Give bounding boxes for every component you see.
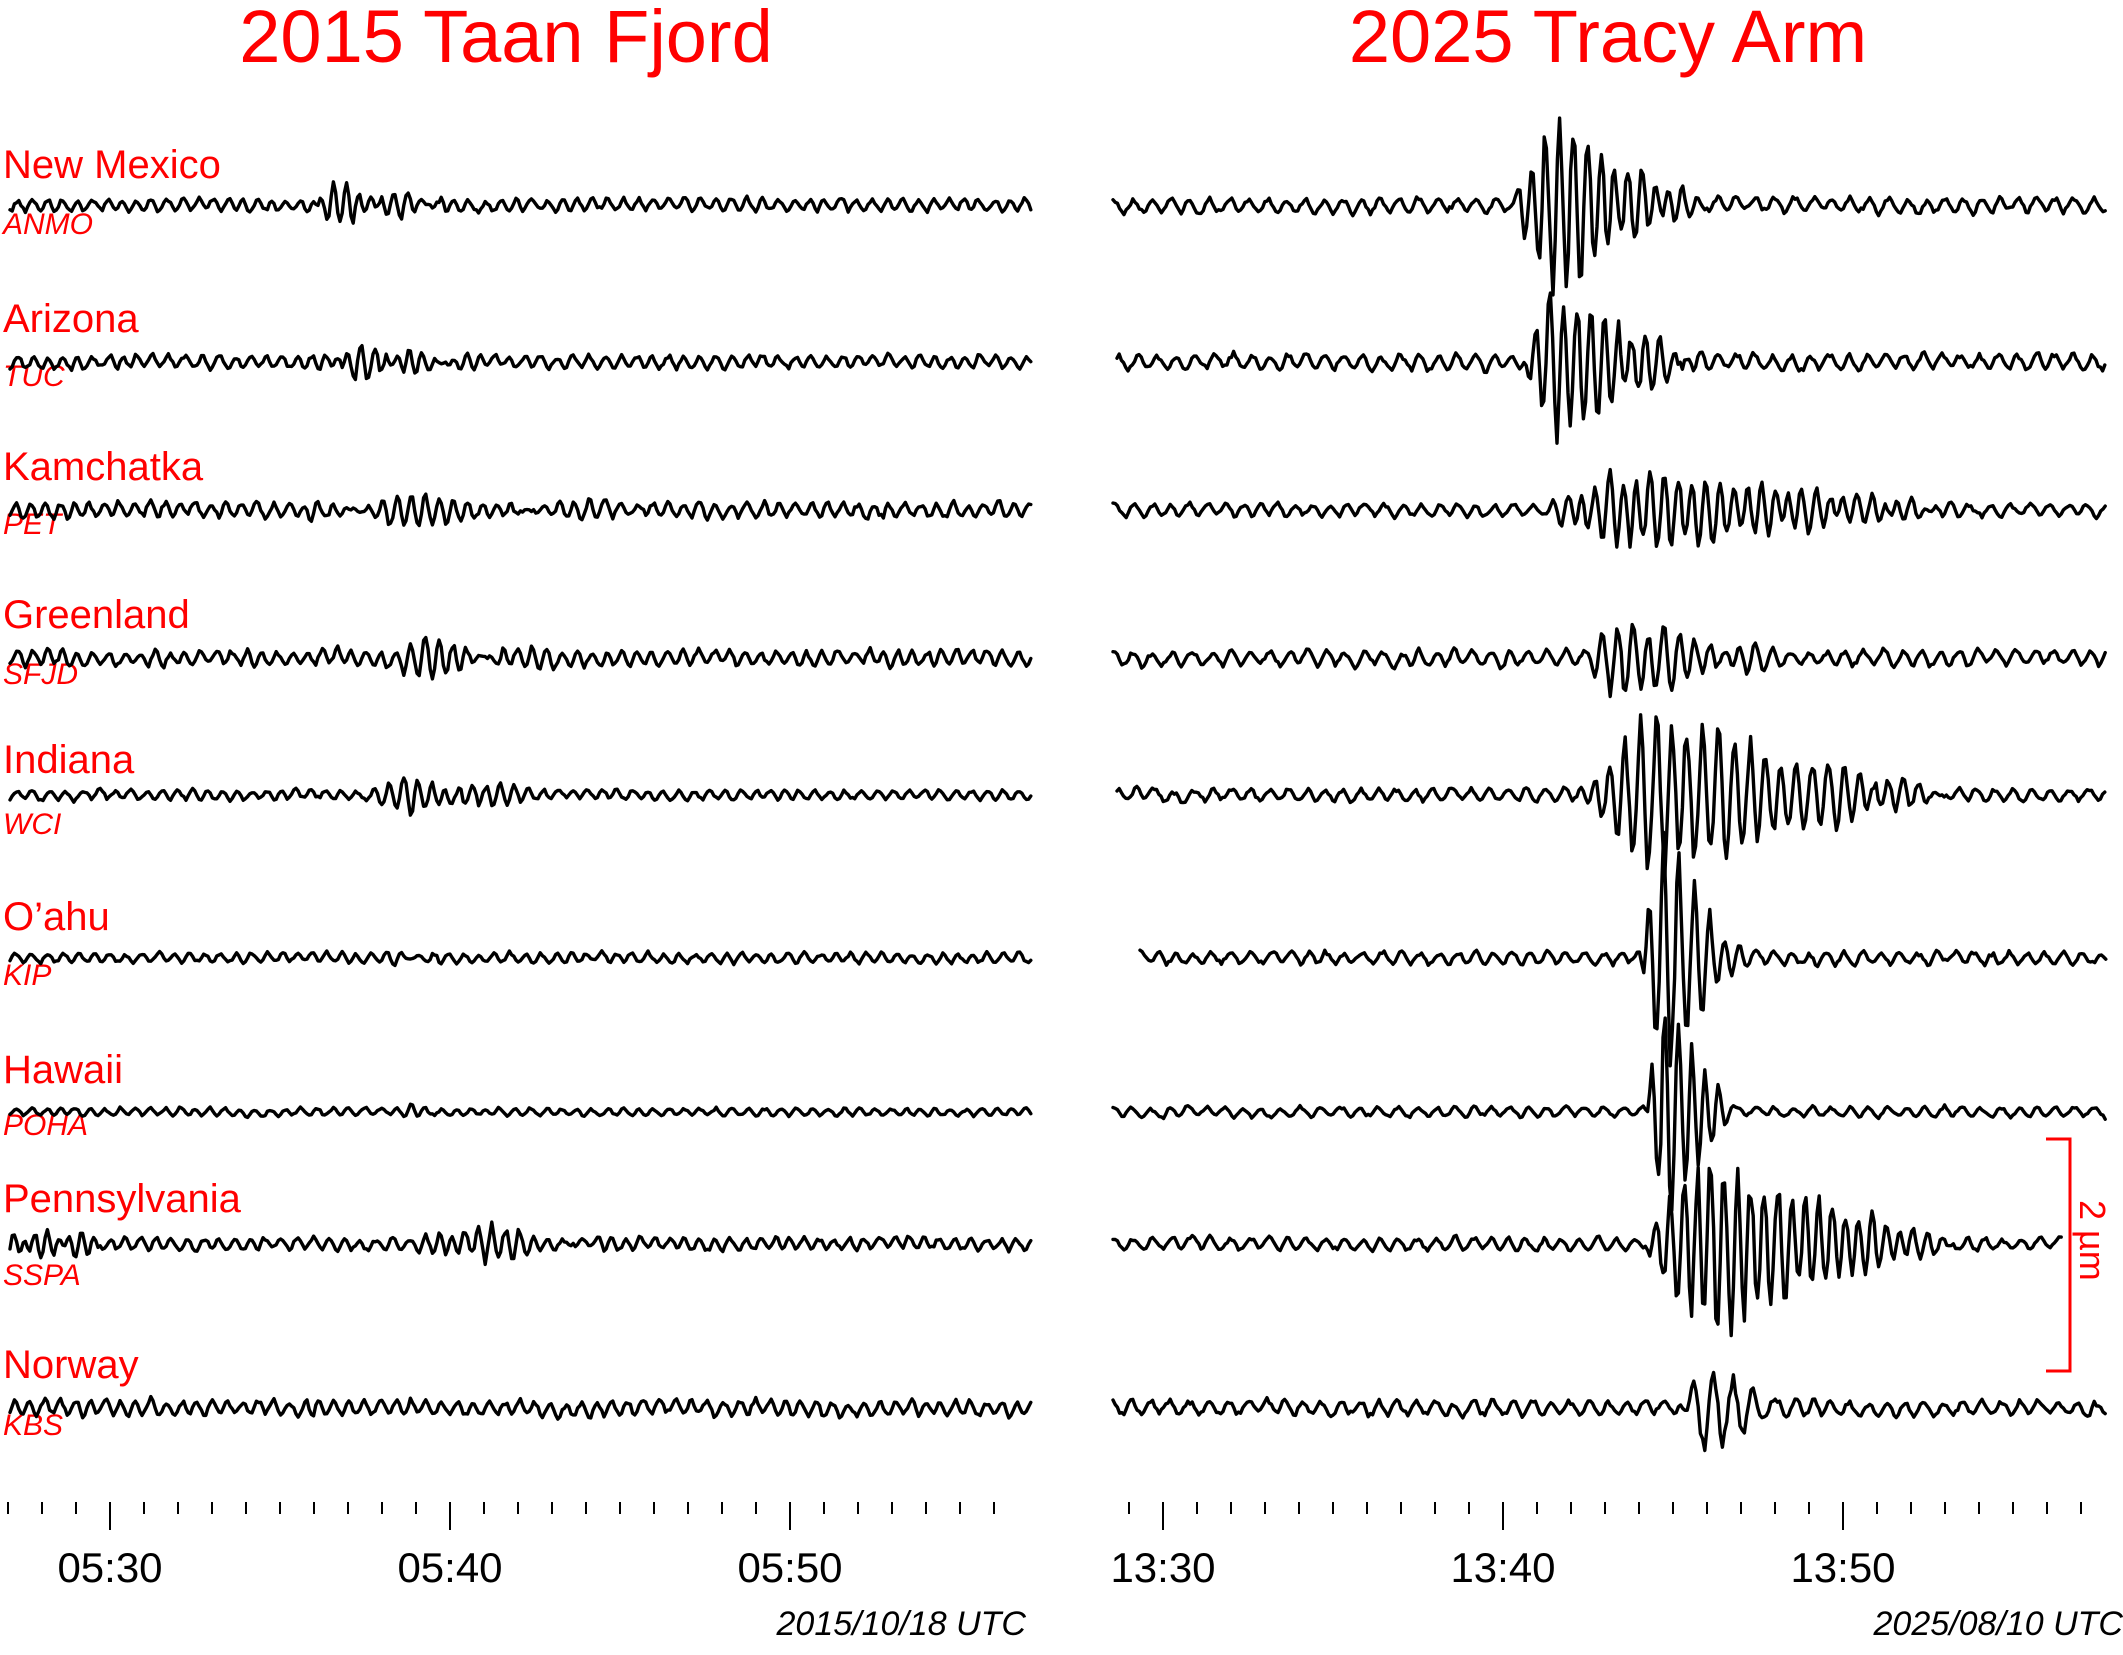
tick-label: 13:40	[1450, 1544, 1555, 1591]
tick-label: 05:40	[397, 1544, 502, 1591]
tick-label: 05:30	[57, 1544, 162, 1591]
seismogram-trace	[1111, 1370, 2107, 1453]
station-code-label: ANMO	[1, 208, 93, 241]
station-name-label: Arizona	[3, 297, 139, 341]
seismogram-trace	[8, 776, 1033, 817]
seismogram-trace	[1115, 291, 2107, 445]
seismogram-trace	[1111, 467, 2107, 549]
seismogram-trace	[1111, 622, 2107, 699]
scale-bar: 2 µm	[2046, 1137, 2113, 1373]
seismogram-trace	[8, 1102, 1033, 1120]
seismogram-trace	[8, 1220, 1033, 1267]
seismogram-trace	[8, 180, 1033, 225]
scale-bar-label: 2 µm	[2072, 1200, 2113, 1281]
seismogram-trace	[8, 635, 1033, 681]
left-panel-traces	[8, 180, 1033, 1421]
station-name-label: Greenland	[3, 593, 190, 637]
seismogram-trace	[1111, 1016, 2107, 1212]
station-code-label: KBS	[3, 1409, 63, 1442]
seismogram-trace	[1111, 1165, 2063, 1338]
station-code-label: POHA	[3, 1109, 88, 1142]
station-code-label: SSPA	[3, 1259, 81, 1292]
station-name-label: Indiana	[3, 738, 135, 782]
seismogram-trace	[8, 344, 1033, 382]
tick-label: 13:30	[1110, 1544, 1215, 1591]
seismogram-trace	[8, 492, 1033, 528]
station-name-label: Hawaii	[3, 1048, 123, 1092]
left-time-axis: 05:30 05:40 05:50	[7, 1502, 995, 1591]
right-panel-title: 2025 Tracy Arm	[1349, 0, 1867, 78]
station-name-label: O’ahu	[3, 895, 110, 939]
station-name-label: Norway	[3, 1343, 139, 1387]
seismogram-trace	[1111, 116, 2107, 297]
right-time-axis: 13:30 13:40 13:50	[1110, 1502, 2082, 1591]
seismogram-trace	[1138, 830, 2108, 1068]
right-date-label: 2025/08/10 UTC	[1873, 1605, 2123, 1643]
right-panel-traces	[1111, 116, 2108, 1453]
seismogram-trace	[8, 949, 1033, 968]
left-date-label: 2015/10/18 UTC	[776, 1605, 1027, 1643]
tick-label: 13:50	[1790, 1544, 1895, 1591]
station-code-label: KIP	[3, 959, 51, 992]
station-code-label: WCI	[3, 808, 61, 841]
left-panel-title: 2015 Taan Fjord	[239, 0, 772, 78]
station-code-label: PET	[3, 508, 64, 541]
station-name-label: New Mexico	[3, 143, 221, 187]
station-name-label: Pennsylvania	[3, 1177, 242, 1221]
tick-label: 05:50	[737, 1544, 842, 1591]
station-name-label: Kamchatka	[3, 445, 204, 489]
station-labels: New MexicoANMOArizonaTUCKamchatkaPETGree…	[1, 143, 242, 1442]
seismogram-trace	[8, 1394, 1033, 1421]
seismogram-trace	[1115, 713, 2107, 879]
